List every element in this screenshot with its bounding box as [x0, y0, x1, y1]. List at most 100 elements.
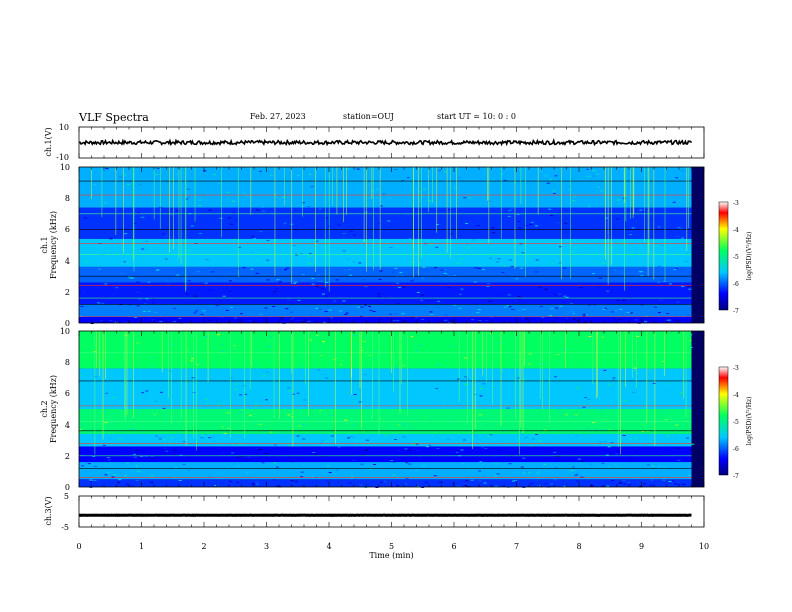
- spectrogram-cell: [660, 411, 664, 413]
- spectrogram-cell: [652, 465, 656, 467]
- spectrogram-cell: [421, 318, 425, 320]
- spectrogram-cell: [319, 280, 323, 282]
- spectrogram-cell: [269, 175, 273, 177]
- spectrogram-cell: [565, 317, 569, 319]
- spectrogram-cell: [688, 339, 692, 341]
- spectrogram-cell: [185, 300, 189, 301]
- spectrogram-cell: [360, 464, 364, 466]
- spectrogram-cell: [273, 456, 276, 458]
- spectrogram-cell: [421, 294, 424, 296]
- spectrogram-cell: [460, 288, 464, 290]
- spectrogram-cell: [557, 212, 561, 214]
- spectrogram-cell: [361, 454, 365, 456]
- ch1-spec-channel-label: ch.1: [40, 236, 49, 253]
- spectrogram-cell: [572, 317, 576, 319]
- spectrogram-cell: [391, 271, 395, 273]
- spectrogram-cell: [387, 434, 390, 436]
- spectrogram-cell: [550, 308, 554, 310]
- spectrogram-cell: [494, 475, 498, 477]
- spectrogram-cell: [520, 267, 524, 269]
- spectrogram-cell: [462, 439, 466, 441]
- ch1-spec-ytick: 10: [60, 163, 70, 172]
- spectrogram-cell: [109, 285, 112, 287]
- spectrogram-cell: [227, 217, 231, 219]
- spectrogram-cell: [390, 273, 394, 275]
- spectrogram-cell: [669, 283, 672, 285]
- spectrogram-cell: [288, 445, 292, 447]
- spectrogram-cell: [326, 306, 330, 308]
- spectrogram-cell: [554, 317, 558, 319]
- spectrogram-cell: [254, 448, 258, 449]
- spectrogram-cell: [230, 223, 234, 225]
- spectrogram-cell: [241, 416, 245, 418]
- spectrogram-cell: [190, 299, 194, 301]
- spectrogram-cell: [140, 217, 144, 219]
- spectrogram-cell: [314, 476, 318, 478]
- spectrogram-band: [79, 266, 692, 283]
- spectrogram-cell: [479, 395, 483, 397]
- spectrogram-cell: [166, 282, 170, 284]
- spectrogram-cell: [152, 392, 156, 394]
- spectrogram-cell: [247, 457, 251, 458]
- spectrogram-cell: [238, 443, 242, 445]
- spectrogram-cell: [384, 434, 388, 436]
- spectrogram-cell: [470, 479, 474, 481]
- spectrogram-cell: [321, 374, 325, 375]
- spectrogram-cell: [471, 319, 475, 321]
- spectrogram-cell: [597, 346, 601, 348]
- spectrogram-cell: [528, 363, 532, 365]
- spectrogram-cell: [97, 307, 101, 309]
- spectrogram-cell: [676, 447, 680, 449]
- spectrogram-cell: [125, 483, 129, 485]
- spectrogram-cell: [333, 434, 337, 436]
- spectrogram-cell: [280, 239, 284, 241]
- spectrogram-cell: [262, 375, 266, 377]
- spectrogram-cell: [394, 366, 398, 367]
- spectrogram-cell: [629, 231, 633, 233]
- spectrogram-cell: [408, 450, 412, 452]
- spectrogram-cell: [564, 414, 568, 416]
- spectrogram-cell: [182, 441, 186, 443]
- spectrogram-cell: [402, 343, 406, 345]
- spectrogram-cell: [518, 298, 522, 300]
- spectrogram-cell: [301, 202, 305, 204]
- spectrogram-cell: [348, 269, 352, 270]
- spectrogram-cell: [517, 221, 521, 222]
- spectrogram-cell: [667, 383, 671, 385]
- spectrogram-cell: [373, 464, 376, 465]
- spectrogram-cell: [501, 272, 505, 273]
- spectrogram-cell: [476, 312, 480, 314]
- spectrogram-cell: [206, 403, 210, 405]
- spectrogram-cell: [93, 225, 97, 227]
- spectrogram-cell: [580, 476, 584, 478]
- spectrogram-cell: [360, 350, 364, 352]
- spectrogram-cell: [465, 223, 469, 224]
- spectrogram-cell: [174, 173, 178, 175]
- spectrogram-cell: [117, 482, 121, 484]
- spectrogram-cell: [99, 420, 102, 422]
- spectrogram-cell: [649, 219, 653, 221]
- spectrogram-cell: [211, 271, 215, 273]
- spectrogram-cell: [234, 220, 238, 222]
- spectrogram-cell: [518, 227, 522, 229]
- spectrogram-cell: [486, 286, 490, 287]
- spectrogram-cell: [453, 187, 457, 188]
- spectrogram-cell: [478, 320, 482, 321]
- spectrogram-cell: [579, 287, 583, 289]
- spectrogram-cell: [170, 437, 173, 438]
- spectrogram-cell: [271, 466, 274, 468]
- spectrogram-cell: [607, 383, 611, 385]
- spectrogram-cell: [585, 176, 588, 177]
- spectrogram-cell: [361, 426, 365, 428]
- spectrogram-cell: [354, 332, 358, 334]
- spectrogram-cell: [426, 444, 430, 446]
- spectrogram-cell: [446, 439, 450, 441]
- spectrogram-cell: [603, 441, 607, 443]
- ch2-spec-ytick: 0: [65, 483, 70, 492]
- spectrogram-cell: [192, 392, 196, 393]
- spectrogram-cell: [652, 468, 656, 470]
- spectrogram-cell: [153, 414, 157, 416]
- spectrogram-cell: [84, 260, 88, 262]
- spectrogram-cell: [311, 278, 315, 279]
- spectrogram-cell: [307, 206, 311, 208]
